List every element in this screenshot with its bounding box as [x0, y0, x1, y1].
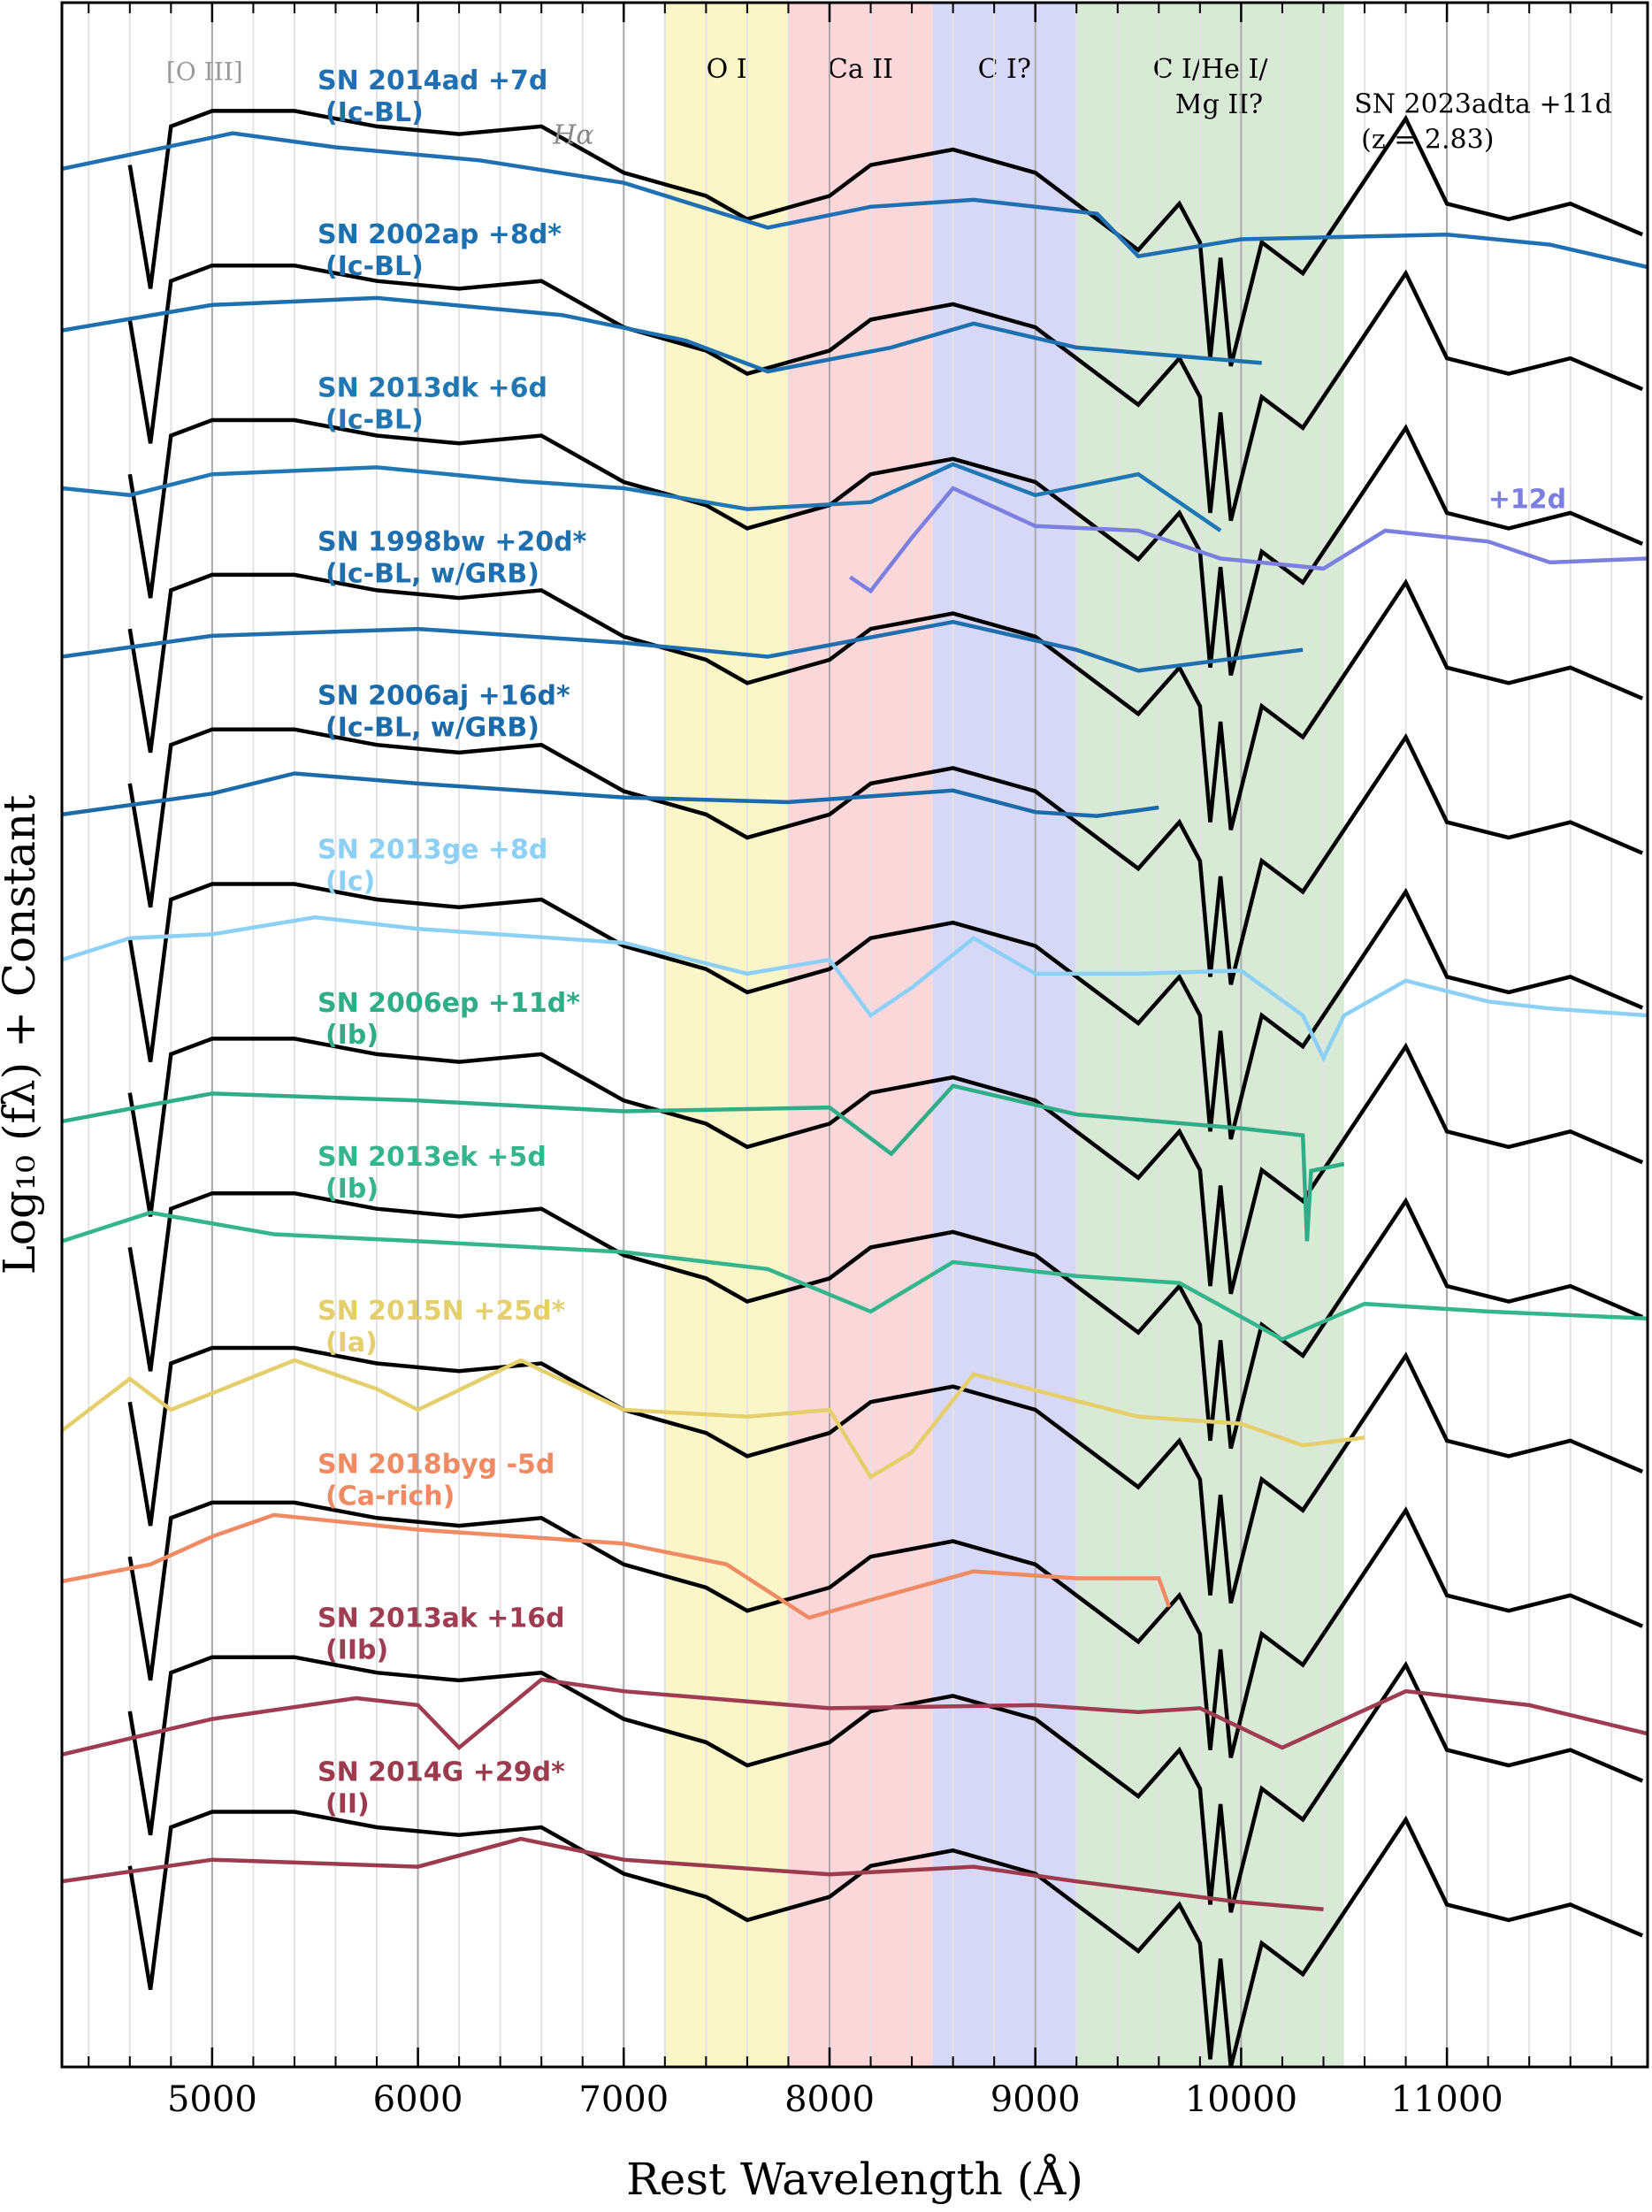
series-label: SN 2013ak +16d: [317, 1604, 565, 1634]
comparison-spectrum: [61, 1677, 1648, 1757]
comparison-spectrum: [61, 295, 1262, 374]
target-label: SN 2023adta +11d: [1354, 89, 1612, 120]
band: [1076, 3, 1344, 2067]
series-label: SN 2013ek +5d: [317, 1142, 547, 1173]
series-subtype: (Ic-BL): [325, 405, 424, 436]
x-tick-label: 7000: [578, 2079, 669, 2120]
series-label: SN 2013ge +8d: [317, 834, 547, 865]
comparison-spectrum: [61, 1836, 1324, 1911]
series-subtype: (Ca-rich): [325, 1481, 455, 1512]
series-subtype: (Ic): [325, 866, 375, 897]
comparison-spectrum: [61, 1083, 1345, 1242]
band: [788, 3, 933, 2067]
series-subtype: (IIb): [325, 1635, 388, 1666]
band-label: Ca II: [828, 54, 893, 85]
target-spectrum: [127, 572, 1644, 830]
series-subtype: (II): [325, 1788, 370, 1819]
x-axis-label: Rest Wavelength (Å): [626, 2153, 1083, 2205]
target-spectrum: [127, 109, 1644, 367]
series-label: SN 1998bw +20d*: [317, 527, 587, 558]
target-spectrum: [127, 1655, 1644, 1913]
series-subtype: (Ia): [325, 1328, 378, 1359]
plot-frame: [60, 1, 1649, 2069]
target-spectrum: [127, 1810, 1644, 2068]
band-label: Mg II?: [1175, 89, 1263, 120]
x-tick-label: 10000: [1185, 2079, 1297, 2120]
series-subtype: (Ib): [325, 1174, 379, 1205]
series-label: SN 2006ep +11d*: [317, 988, 580, 1019]
band-label: O I: [707, 54, 747, 85]
comparison-spectrum: [61, 619, 1304, 673]
comparison-spectrum: [61, 915, 1648, 1063]
series-subtype: (Ib): [325, 1020, 379, 1051]
target-spectrum: [127, 727, 1644, 985]
target-spectrum: [127, 417, 1644, 677]
comparison-spectrum: [61, 1210, 1648, 1342]
x-tick-label: 8000: [784, 2079, 875, 2120]
target-spectrum: [127, 1037, 1644, 1295]
series-label: SN 2018byg -5d: [317, 1450, 554, 1481]
comparison-spectrum: [849, 486, 1648, 594]
series-label: SN 2014ad +7d: [317, 65, 547, 96]
comparison-spectrum: [61, 1512, 1172, 1620]
comparison-spectrum: [61, 771, 1159, 818]
target-note: (z = 2.83): [1361, 125, 1494, 156]
comparison-spectrum: [61, 462, 1222, 532]
band: [932, 3, 1077, 2067]
x-tick-label: 5000: [167, 2079, 257, 2120]
target-spectrum: [127, 882, 1644, 1140]
series-label: +12d: [1488, 485, 1566, 516]
y-axis-label: Log₁₀ (fλ) + Constant: [0, 795, 45, 1275]
x-tick-label: 11000: [1390, 2079, 1503, 2120]
series-label: SN 2014G +29d*: [317, 1757, 565, 1787]
series-label: SN 2006aj +16d*: [317, 680, 570, 711]
band-label: C I/He I/: [1153, 54, 1269, 85]
annotation: Hα: [552, 120, 593, 151]
x-tick-label: 6000: [373, 2079, 463, 2120]
series-subtype: (Ic-BL, w/GRB): [325, 712, 539, 743]
series-label: SN 2002ap +8d*: [317, 219, 562, 250]
annotation: [O III]: [166, 57, 243, 86]
series-label: SN 2013dk +6d: [317, 373, 547, 404]
series-subtype: (Ic-BL, w/GRB): [325, 559, 539, 590]
target-spectrum: [127, 1500, 1644, 1758]
series-subtype: (Ic-BL): [325, 97, 424, 128]
comparison-spectrum: [61, 131, 1648, 270]
series-subtype: (Ic-BL): [325, 251, 424, 282]
band-label: C I?: [978, 54, 1031, 85]
comparison-spectrum: [60, 1358, 1365, 1481]
target-spectrum: [127, 1345, 1644, 1604]
series-label: SN 2015N +25d*: [317, 1296, 566, 1327]
target-spectrum: [127, 1190, 1644, 1450]
x-tick-label: 9000: [990, 2079, 1081, 2120]
